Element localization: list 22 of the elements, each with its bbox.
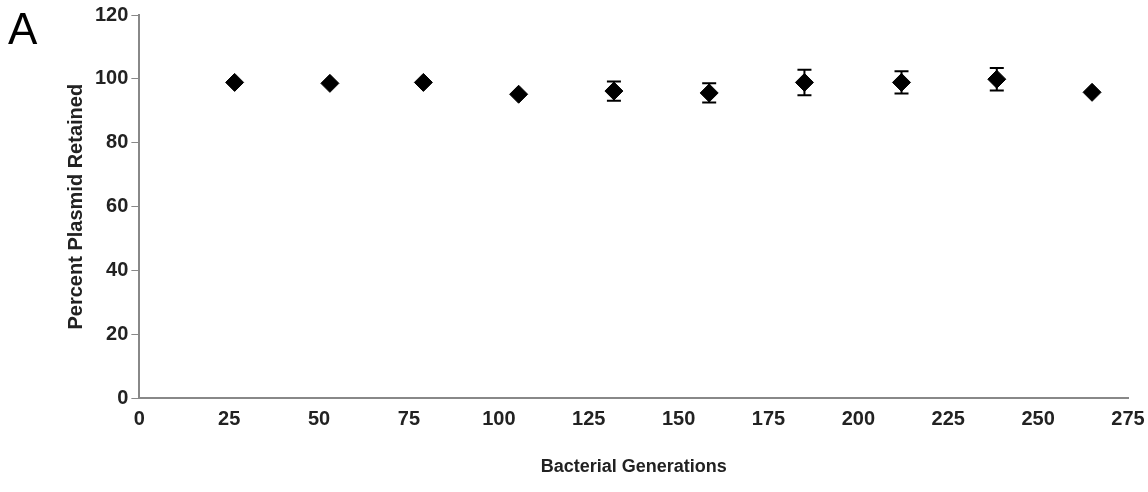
- x-tick-label: 250: [1021, 406, 1055, 429]
- x-tick-label: 175: [751, 406, 786, 429]
- y-tick-label: 40: [106, 258, 129, 281]
- y-tick-label: 60: [106, 194, 129, 217]
- x-tick-label: 0: [133, 406, 145, 429]
- text: A: [8, 4, 38, 54]
- x-axis-title: Bacterial Generations: [540, 456, 727, 477]
- y-axis-title: Percent Plasmid Retained: [63, 83, 86, 330]
- y-tick-label: 20: [106, 322, 129, 345]
- y-tick-label: 100: [94, 66, 129, 89]
- x-tick-label: 50: [308, 406, 331, 429]
- y-tick-label: 120: [94, 2, 129, 25]
- x-tick-label: 225: [931, 406, 965, 429]
- x-tick-label: 75: [397, 406, 421, 429]
- x-tick-label: 100: [482, 406, 516, 429]
- x-tick-label: 275: [1111, 406, 1145, 429]
- x-tick-label: 125: [572, 406, 606, 429]
- y-tick-label: 80: [106, 130, 129, 153]
- x-tick-label: 200: [841, 406, 876, 429]
- x-tick-label: 25: [218, 406, 241, 429]
- y-tick-label: 0: [117, 385, 129, 408]
- x-tick-label: 150: [661, 406, 696, 429]
